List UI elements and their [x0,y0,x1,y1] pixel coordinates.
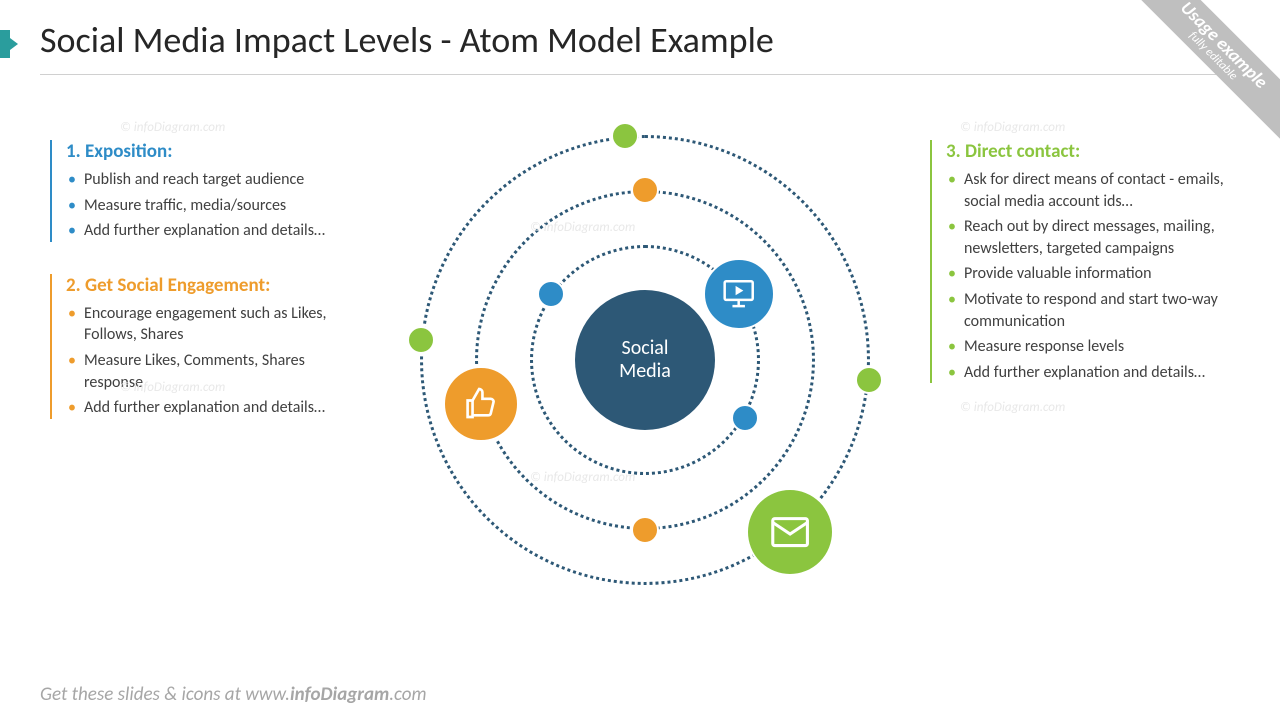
orbit-dot [731,404,759,432]
block-exposition-list: Publish and reach target audience Measure… [66,169,340,242]
list-item: Motivate to respond and start two-way co… [946,289,1230,332]
orbit-dot [537,280,565,308]
block-contact: 3. Direct contact: Ask for direct means … [930,140,1230,383]
nucleus: SocialMedia [575,290,715,430]
block-exposition-title: 1. Exposition: [66,140,340,163]
list-item: Add further explanation and details… [66,220,340,242]
block-exposition: 1. Exposition: Publish and reach target … [50,140,340,242]
block-contact-list: Ask for direct means of contact - emails… [946,169,1230,383]
list-item: Publish and reach target audience [66,169,340,191]
title-divider [40,74,1240,75]
list-item: Measure response levels [946,336,1230,358]
right-column: 3. Direct contact: Ask for direct means … [930,140,1230,415]
block-engagement: 2. Get Social Engagement: Encourage enga… [50,274,340,419]
watermark: © infoDiagram.com [120,120,225,135]
list-item: Reach out by direct messages, mailing, n… [946,216,1230,259]
block-contact-title: 3. Direct contact: [946,140,1230,163]
footer-suffix: .com [389,683,426,706]
ribbon-line1: Usage example [1126,0,1280,143]
orbit-dot [631,516,659,544]
list-item: Add further explanation and details… [66,397,340,419]
list-item: Provide valuable information [946,263,1230,285]
monitor-play-icon [703,258,775,330]
list-item: Measure Likes, Comments, Shares response [66,350,340,393]
footer-credit: Get these slides & icons at www.infoDiag… [40,683,427,706]
page-title: Social Media Impact Levels - Atom Model … [40,18,774,62]
list-item: Encourage engagement such as Likes, Foll… [66,303,340,346]
block-engagement-list: Encourage engagement such as Likes, Foll… [66,303,340,419]
footer-bold: infoDiagram [290,683,389,706]
atom-diagram: SocialMedia [405,110,885,590]
footer-prefix: Get these slides & icons at www. [40,683,290,706]
usage-ribbon: Usage example fully editable [1113,0,1280,156]
title-accent [0,30,10,58]
list-item: Add further explanation and details… [946,362,1230,384]
envelope-icon [746,488,834,576]
list-item: Ask for direct means of contact - emails… [946,169,1230,212]
left-column: 1. Exposition: Publish and reach target … [50,140,340,451]
thumbs-up-icon [443,366,519,442]
list-item: Measure traffic, media/sources [66,195,340,217]
block-engagement-title: 2. Get Social Engagement: [66,274,340,297]
orbit-dot [631,176,659,204]
watermark: © infoDiagram.com [960,120,1065,135]
orbit-dot [855,366,883,394]
